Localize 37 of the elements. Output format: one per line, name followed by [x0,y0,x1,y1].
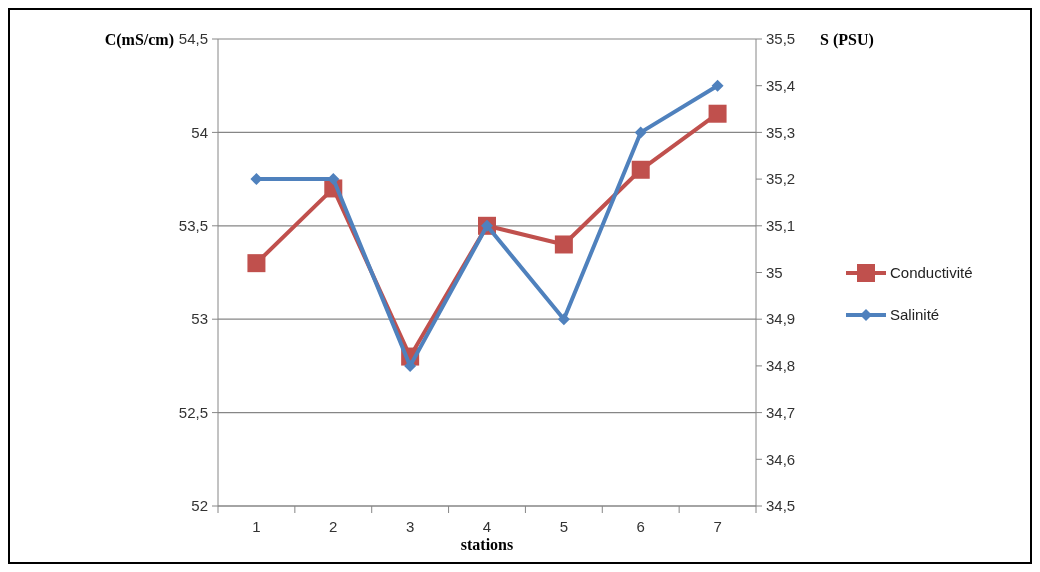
y2-tick-label: 34,6 [766,450,796,468]
y2-tick-label: 35,5 [766,30,796,48]
x-tick-label: 3 [405,518,415,535]
y2-tick-label: 35 [766,263,783,281]
y2-tick-label: 34,7 [766,403,796,421]
y2-axis-title: S (PSU) [820,31,874,49]
x-tick-label: 2 [329,518,338,535]
x-tick-label: 5 [559,518,569,535]
y-tick-label: 52,5 [178,403,208,421]
y-tick-label: 53,5 [178,217,208,235]
x-tick-label: 4 [482,518,492,535]
point [711,79,724,92]
point [554,235,573,254]
legend-label: Salinité [890,306,940,324]
x-tick-label: 6 [636,518,645,535]
y2-tick-label: 34,9 [766,310,796,328]
y2-tick-label: 35,4 [766,76,796,94]
point [557,313,570,326]
y2-tick-label: 35,2 [766,170,796,188]
y2-tick-label: 35,1 [766,217,796,235]
legend-label: Conductivité [890,264,973,282]
point [708,104,727,123]
x-tick-label: 1 [252,518,261,535]
point [404,359,417,372]
y-axis-title: C(mS/cm) [104,31,174,49]
x-axis-title: stations [460,536,514,553]
point [631,160,650,179]
y2-tick-label: 34,8 [766,357,796,375]
point [247,254,266,273]
x-tick-label: 7 [713,518,722,535]
y-tick-label: 54 [191,123,208,141]
y2-tick-label: 34,5 [766,497,796,515]
y-tick-label: 53 [191,310,208,328]
y-tick-label: 54,5 [178,30,208,48]
point [634,126,647,139]
y2-tick-label: 35,3 [766,123,796,141]
y-tick-label: 52 [191,497,208,515]
